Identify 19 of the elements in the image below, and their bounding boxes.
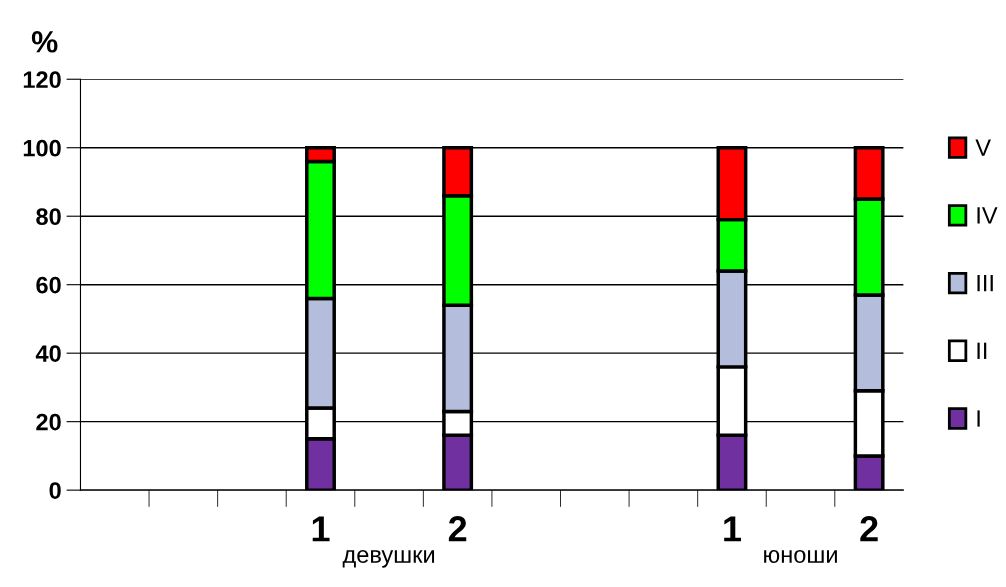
y-tick-label: 60: [36, 276, 61, 294]
legend-label: I: [977, 410, 980, 427]
text: девушки: [342, 550, 435, 568]
y-axis-title: %: [31, 31, 58, 53]
x-tick-label: 2: [448, 516, 467, 542]
x-tick-label: 1: [724, 516, 741, 542]
x-tick-label: 2: [860, 516, 878, 542]
text: юноши: [764, 550, 837, 563]
legend-label: IV: [977, 207, 998, 224]
y-tick-label: 80: [36, 208, 61, 225]
y-tick-label: 40: [35, 345, 61, 362]
legend-label: V: [975, 139, 991, 156]
legend-label: III: [977, 274, 993, 292]
y-tick-label: 20: [36, 413, 61, 431]
legend-label: II: [977, 342, 987, 359]
y-tick-label: 100: [23, 139, 61, 157]
x-tick-label: 1: [312, 516, 330, 542]
y-tick-label: 0: [49, 482, 61, 499]
y-tick-label: 120: [23, 71, 61, 89]
